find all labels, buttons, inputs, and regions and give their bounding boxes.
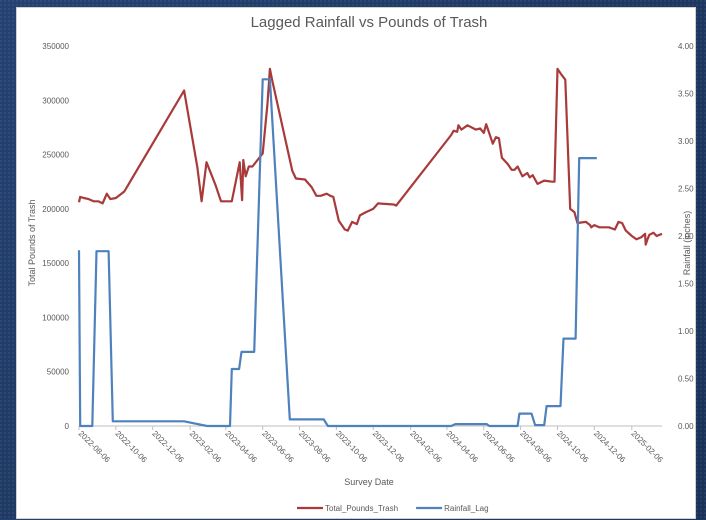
y-tick-label: 300000	[42, 96, 69, 105]
y2-axis-title: Rainfall (inches)	[682, 211, 692, 276]
y-tick-label: 200000	[42, 205, 69, 214]
y-axis-title: Total Pounds of Trash	[27, 199, 37, 286]
y2-tick-label: 3.50	[678, 90, 694, 99]
chart-area: Lagged Rainfall vs Pounds of Trash 0 5000…	[16, 7, 696, 519]
series-line-rainfall-lag	[77, 78, 597, 428]
y2-tick-label: 4.00	[678, 42, 694, 51]
x-tick-label: 2024-10-06	[555, 429, 591, 465]
x-tick-label: 2024-08-06	[518, 429, 554, 465]
y2-tick-label: 1.00	[678, 327, 694, 336]
series-layer	[77, 67, 663, 428]
y2-tick-label: 0.00	[678, 422, 694, 431]
chart-svg: Lagged Rainfall vs Pounds of Trash 0 5000…	[27, 14, 694, 513]
x-tick-label: 2024-04-06	[445, 429, 481, 465]
x-tick-label: 2023-10-06	[334, 429, 370, 465]
legend-label: Total_Pounds_Trash	[325, 504, 398, 513]
y2-tick-label: 1.50	[678, 280, 694, 289]
legend-label: Rainfall_Lag	[444, 504, 488, 513]
x-tick-label: 2023-12-06	[371, 429, 407, 465]
y-tick-label: 350000	[42, 42, 69, 51]
y2-tick-label: 2.00	[678, 232, 694, 241]
x-tick-label: 2023-08-06	[297, 429, 333, 465]
x-tick-label: 2022-10-06	[113, 429, 149, 465]
y-tick-label: 0	[65, 422, 70, 431]
x-tick-label: 2023-04-06	[223, 429, 259, 465]
y2-axis-ticks: 0.00 0.50 1.00 1.50 2.00 2.50 3.00 3.50 4.00	[678, 42, 694, 431]
y-tick-label: 50000	[47, 368, 70, 377]
y-axis-ticks: 0 50000 100000 150000 200000 250000 300000 3500…	[42, 42, 69, 431]
x-tick-label: 2025-02-06	[629, 429, 665, 465]
series-line-total-pounds-trash	[77, 67, 663, 246]
x-tick-label: 2022-08-06	[77, 429, 113, 465]
x-tick-label: 2023-06-06	[260, 429, 296, 465]
x-tick-label: 2023-02-06	[188, 429, 224, 465]
x-tick-label: 2024-12-06	[592, 429, 628, 465]
chart-title: Lagged Rainfall vs Pounds of Trash	[251, 14, 488, 31]
y-tick-label: 100000	[42, 313, 69, 322]
x-axis-title: Survey Date	[344, 477, 394, 487]
legend: Total_Pounds_Trash Rainfall_Lag	[297, 504, 489, 513]
x-tick-label: 2024-02-06	[408, 429, 444, 465]
y-tick-label: 250000	[42, 151, 69, 160]
x-axis: 2022-08-06 2022-10-06 2022-12-06 2023-02-06…	[77, 425, 665, 465]
y2-tick-label: 2.50	[678, 185, 694, 194]
x-tick-label: 2024-06-06	[481, 429, 517, 465]
y2-tick-label: 3.00	[678, 137, 694, 146]
x-tick-label: 2022-12-06	[150, 429, 186, 465]
y-tick-label: 150000	[42, 259, 69, 268]
y2-tick-label: 0.50	[678, 375, 694, 384]
